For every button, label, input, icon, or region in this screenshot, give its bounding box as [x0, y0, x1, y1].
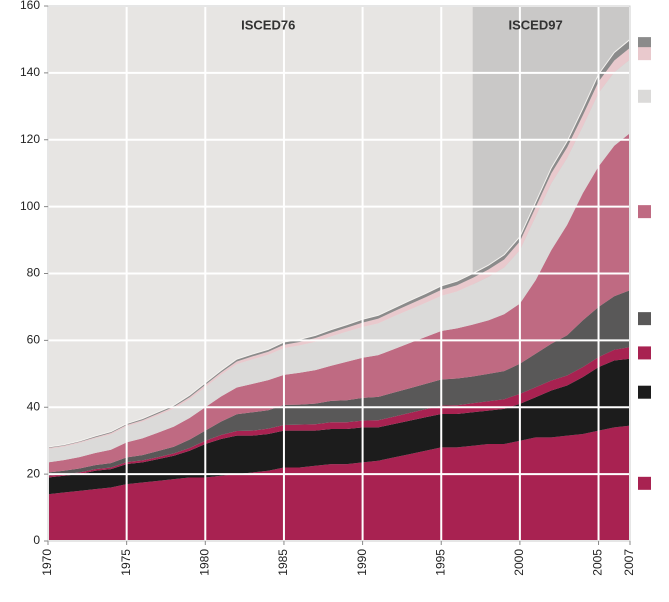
- x-tick-label: 2005: [591, 549, 605, 576]
- x-tick-label: 1995: [433, 549, 447, 576]
- annotation-a1: ISCED76: [241, 17, 295, 32]
- y-tick-label: 20: [27, 466, 41, 480]
- legend-swatch: [638, 346, 651, 359]
- annotation-a2: ISCED97: [509, 17, 563, 32]
- legend-swatch: [638, 386, 651, 399]
- y-tick-label: 40: [27, 399, 41, 413]
- y-tick-label: 60: [27, 333, 41, 347]
- y-tick-label: 120: [20, 132, 40, 146]
- stacked-area-chart: 0 20 40 60 80 100 120 140 160 1970 1975 1980 1985 199…: [0, 0, 669, 602]
- y-tick-label: 140: [20, 65, 40, 79]
- y-tick-label: 100: [20, 199, 40, 213]
- x-tick-label: 1970: [40, 549, 54, 576]
- legend-swatch: [638, 477, 651, 490]
- y-tick-label: 0: [33, 533, 40, 547]
- x-tick-label: 2000: [512, 549, 526, 576]
- x-tick-label: 1985: [276, 549, 290, 576]
- x-tick-label: 2007: [622, 549, 636, 576]
- legend-swatch: [638, 47, 651, 60]
- y-tick-label: 160: [20, 0, 40, 12]
- y-tick-label: 80: [27, 266, 41, 280]
- x-tick-label: 1975: [119, 549, 133, 576]
- legend-swatch: [638, 205, 651, 218]
- legend-swatch: [638, 312, 651, 325]
- x-tick-label: 1990: [355, 549, 369, 576]
- x-tick-label: 1980: [197, 549, 211, 576]
- legend-swatch: [638, 90, 651, 103]
